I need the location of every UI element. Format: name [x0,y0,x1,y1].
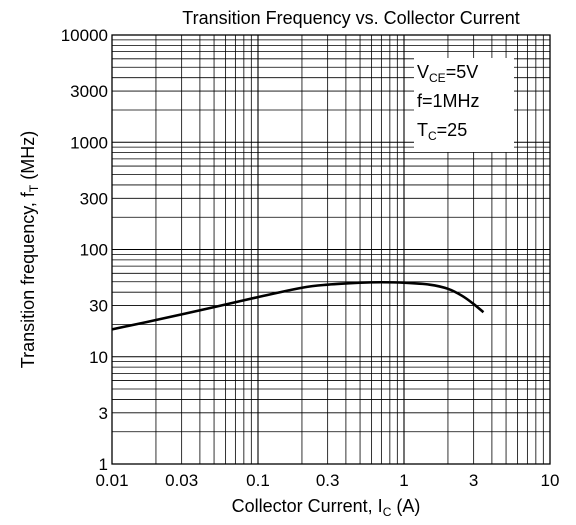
grid-lines [112,35,550,464]
condition-note: VCE=5V [417,62,478,85]
y-axis-title-suffix: (MHz) [18,131,38,185]
y-tick-label: 30 [89,297,108,316]
chart-title: Transition Frequency vs. Collector Curre… [182,8,519,28]
conditions-box-bg [414,58,514,152]
y-tick-label: 1000 [70,133,108,152]
y-tick-label: 10 [89,348,108,367]
y-tick-label: 1 [99,455,108,474]
conditions-box [414,58,514,152]
y-tick-label: 3000 [70,82,108,101]
x-axis-title-suffix: (A) [391,496,420,516]
condition-note-main: f=1MHz [417,91,480,111]
condition-note: f=1MHz [417,91,480,111]
ft-curve [111,280,485,331]
condition-note-sub: CE [429,71,446,85]
x-tick-label: 0.01 [95,471,128,490]
condition-note-suffix: =5V [446,62,479,82]
plot-frame [111,34,551,465]
y-axis-title-main: Transition frequency, f [18,191,38,368]
x-tick-label: 0.3 [316,471,340,490]
series-layer [111,280,485,331]
y-tick-label: 300 [80,189,108,208]
condition-note: TC=25 [417,120,467,143]
y-tick-label: 3 [99,404,108,423]
x-tick-label: 1 [399,471,408,490]
x-axis-title-main: Collector Current, I [232,496,383,516]
y-tick-label: 100 [80,241,108,260]
x-axis-title-sub: C [383,505,392,519]
condition-note-main: T [417,120,428,140]
condition-note-suffix: =25 [437,120,468,140]
y-axis-title-sub: T [27,184,41,192]
y-tick-labels: 1 3 10 30 100 300 1000 3000 10000 [61,26,108,474]
y-tick-label: 10000 [61,26,108,45]
x-tick-label: 10 [541,471,560,490]
x-tick-labels: 0.01 0.03 0.1 0.3 1 3 10 [95,471,559,490]
x-tick-label: 0.1 [246,471,270,490]
conditions-notes: VCE=5V f=1MHz TC=25 [417,62,480,143]
x-tick-label: 0.03 [165,471,198,490]
condition-note-sub: C [428,129,437,143]
y-axis-title: Transition frequency, fT (MHz) [18,131,41,368]
x-tick-label: 3 [469,471,478,490]
condition-note-main: V [417,62,429,82]
x-axis-title: Collector Current, IC (A) [232,496,421,519]
